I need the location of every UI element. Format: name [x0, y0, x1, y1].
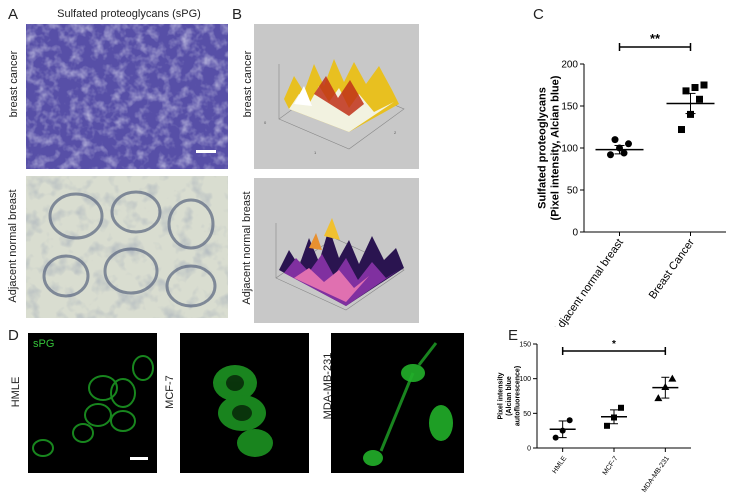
y-tick-label: 50: [567, 186, 579, 197]
data-point: [625, 140, 632, 148]
scale-bar: [130, 457, 148, 460]
panel-b-row-label-cancer: breast cancer: [242, 50, 254, 118]
y-tick-label: 50: [523, 411, 531, 418]
data-point: [682, 87, 690, 95]
panel-d-letter: D: [8, 327, 19, 344]
svg-text:0: 0: [264, 120, 267, 125]
surface-plot-normal: [254, 178, 419, 323]
y-tick-label: 0: [527, 445, 531, 452]
scale-bar: [196, 150, 216, 153]
histology-normal-image: [26, 176, 228, 318]
data-point: [611, 136, 619, 144]
data-point: [618, 404, 624, 411]
data-point: [654, 394, 663, 402]
x-tick-label: Adjacent normal breast: [551, 237, 626, 327]
panel-d-stain-label: sPG: [33, 338, 55, 350]
data-point: [552, 434, 559, 441]
y-axis-label: Pixel intensity(Alcian blueautofluoresce…: [498, 366, 522, 426]
panel-e-letter: E: [508, 327, 519, 344]
svg-text:1: 1: [314, 150, 317, 155]
histology-cancer-image: [26, 24, 228, 169]
panel-c-letter: C: [533, 6, 544, 23]
data-point: [668, 374, 677, 382]
fluorescence-hmle-image: [28, 333, 157, 473]
panel-a-row-label-normal: Adjacent normal breast: [7, 189, 19, 303]
y-tick-label: 0: [572, 228, 578, 239]
surface-plot-cancer: 0 1 2: [254, 24, 419, 169]
data-point: [691, 84, 699, 92]
cell-label-hmle: HMLE: [10, 376, 22, 408]
panel-b-letter: B: [232, 6, 243, 23]
y-axis-label: Sulfated proteoglycans(Pixel intensity, …: [536, 75, 561, 220]
data-point: [620, 149, 628, 157]
data-point: [687, 110, 694, 118]
y-tick-label: 100: [561, 144, 578, 155]
fluorescence-mdamb231-image: [331, 333, 464, 473]
significance-label: **: [650, 31, 661, 46]
y-tick-label: 200: [561, 60, 578, 71]
panel-a-row-label-cancer: breast cancer: [8, 50, 20, 118]
panel-a-title: Sulfated proteoglycans (sPG): [57, 8, 201, 20]
data-point: [678, 126, 685, 134]
significance-label: *: [612, 339, 616, 350]
cell-label-mcf7: MCF-7: [164, 375, 176, 409]
y-tick-label: 150: [561, 102, 578, 113]
data-point: [607, 151, 614, 159]
chart-c: 0 50 100 150 200 Adjacent normal breast Breast…: [536, 31, 726, 327]
y-tick-label: 150: [519, 341, 531, 348]
data-point: [604, 422, 610, 429]
x-tick-label: Breast Cancer: [647, 237, 697, 302]
y-tick-label: 100: [519, 376, 531, 383]
svg-text:2: 2: [394, 130, 397, 135]
panel-a-letter: A: [8, 6, 19, 23]
data-point: [700, 81, 708, 89]
chart-e: 0 50 100 150 HMLE MCF-7 MDA-MB-231 * Pixel inten…: [498, 339, 691, 494]
x-tick-label: MDA-MB-231: [641, 455, 671, 494]
data-point: [696, 95, 703, 103]
fluorescence-mcf7-image: [180, 333, 309, 473]
x-tick-label: HMLE: [551, 455, 568, 475]
panel-b-row-label-normal: Adjacent normal breast: [241, 191, 253, 305]
x-tick-label: MCF-7: [602, 455, 620, 477]
data-point: [566, 417, 573, 424]
